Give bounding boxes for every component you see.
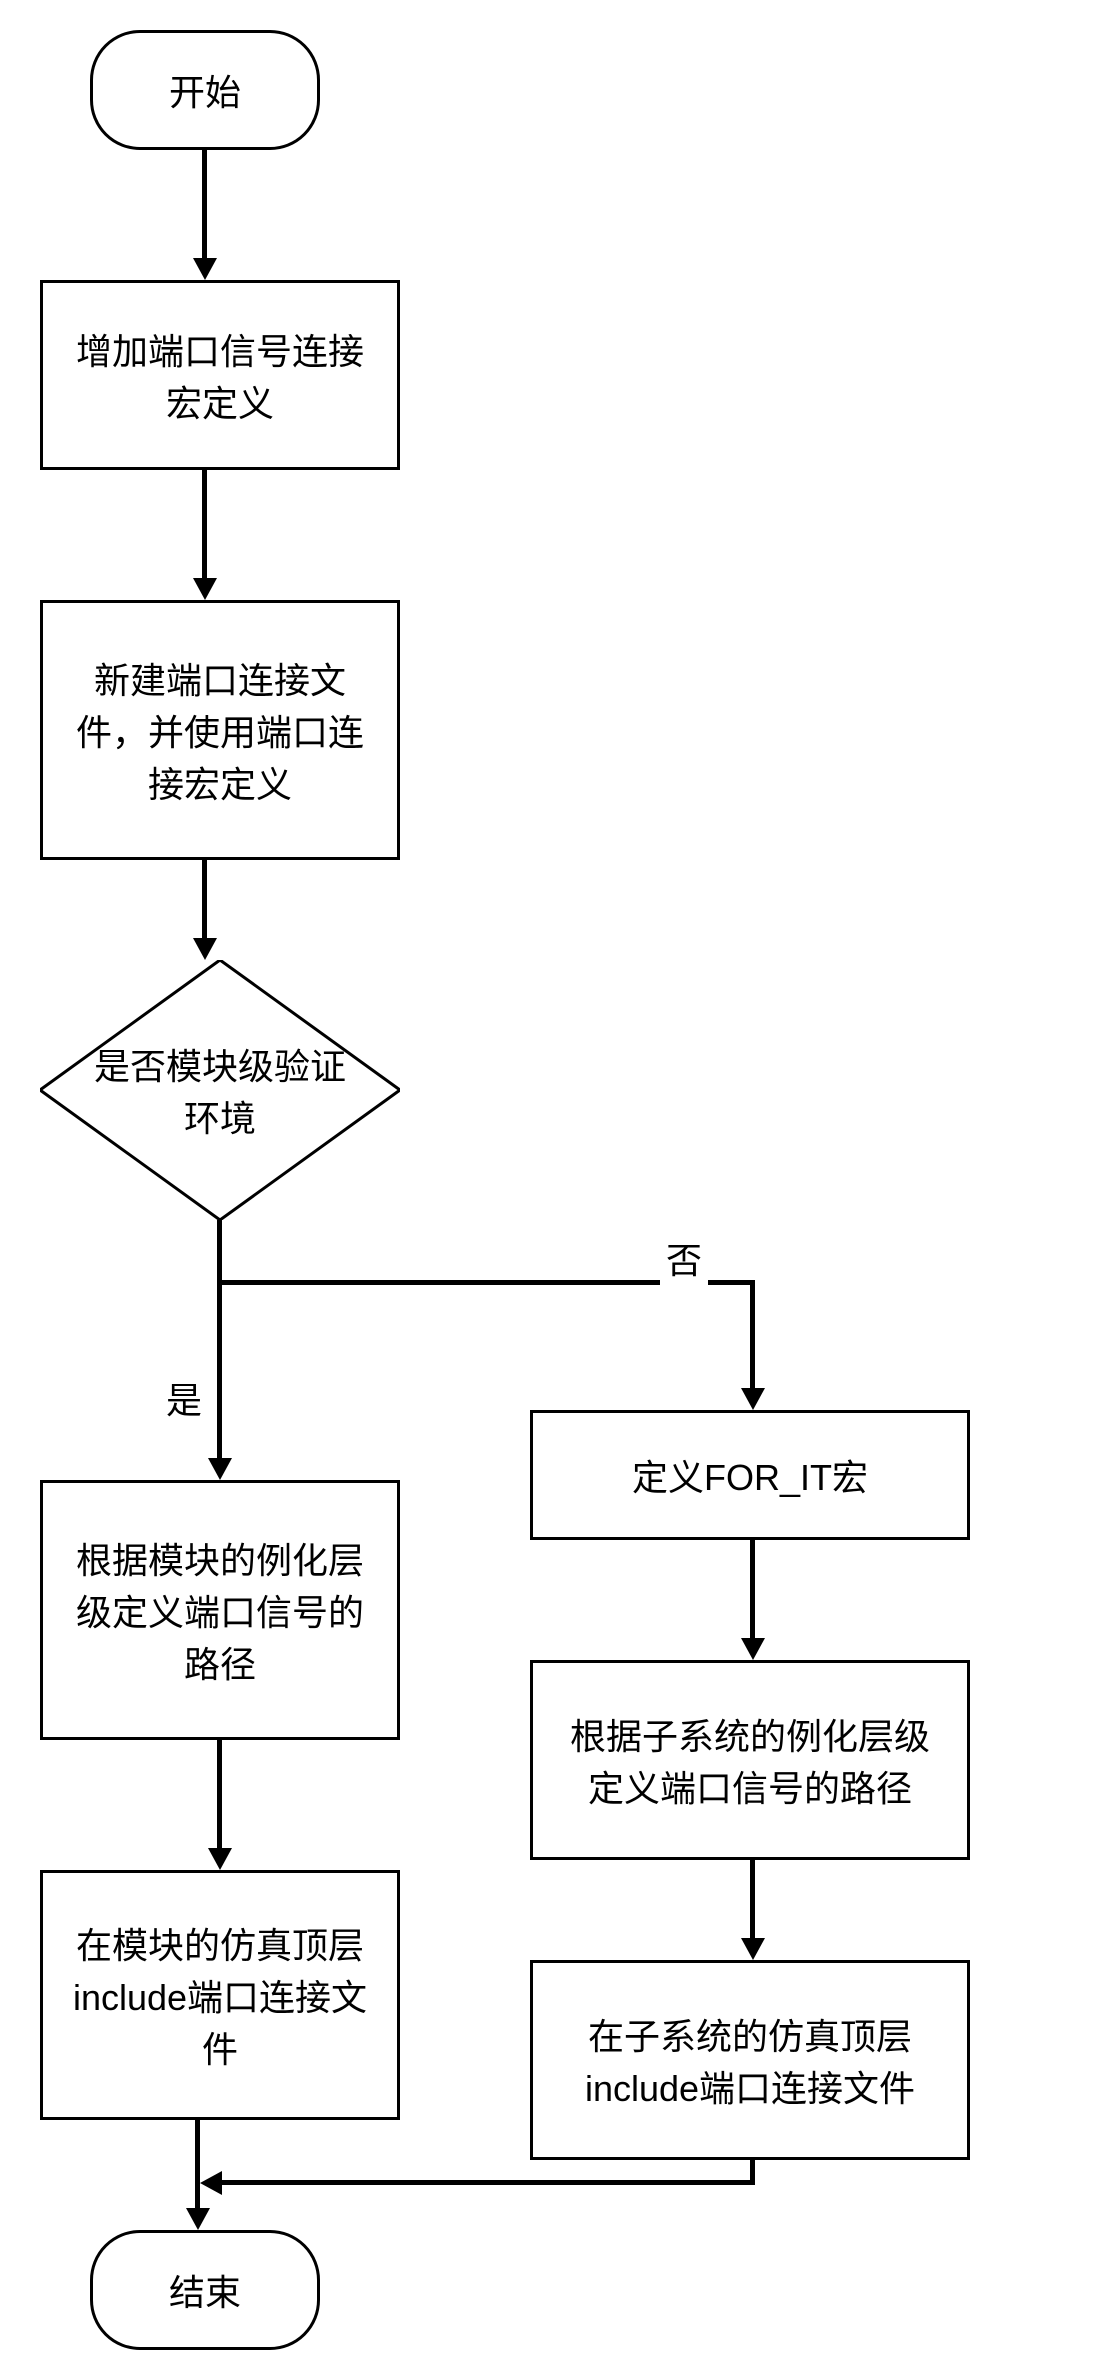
arrow-line [217,1220,222,1280]
process-module-path: 根据模块的例化层级定义端口信号的路径 [40,1480,400,1740]
arrow-line [222,2180,755,2185]
decision-module-env: 是否模块级验证环境 [40,960,400,1220]
process-new-file: 新建端口连接文件，并使用端口连接宏定义 [40,600,400,860]
arrow-line [202,470,207,578]
process-label: 根据子系统的例化层级定义端口信号的路径 [553,1708,947,1812]
arrow-head [208,1848,232,1870]
arrow-line [750,1280,755,1388]
process-define-for-it: 定义FOR_IT宏 [530,1410,970,1540]
arrow-head [208,1458,232,1480]
arrow-line [750,1860,755,1938]
arrow-head [200,2171,222,2195]
process-add-macro: 增加端口信号连接宏定义 [40,280,400,470]
arrow-head [193,578,217,600]
process-label: 在模块的仿真顶层include端口连接文件 [63,1917,377,2073]
arrow-line [217,1740,222,1848]
process-module-include: 在模块的仿真顶层include端口连接文件 [40,1870,400,2120]
process-subsystem-path: 根据子系统的例化层级定义端口信号的路径 [530,1660,970,1860]
arrow-line [202,150,207,258]
decision-label: 是否模块级验证环境 [90,1038,350,1142]
start-label: 开始 [169,64,241,116]
no-label: 否 [660,1230,708,1286]
process-subsystem-include: 在子系统的仿真顶层include端口连接文件 [530,1960,970,2160]
arrow-line [217,1280,222,1458]
arrow-head [741,1388,765,1410]
arrow-line [195,2120,200,2208]
process-label: 根据模块的例化层级定义端口信号的路径 [63,1532,377,1688]
yes-label: 是 [160,1370,208,1426]
arrow-line [202,860,207,938]
arrow-head [186,2208,210,2230]
end-node: 结束 [90,2230,320,2350]
process-label: 定义FOR_IT宏 [632,1449,868,1501]
process-label: 增加端口信号连接宏定义 [63,323,377,427]
arrow-head [741,1638,765,1660]
start-node: 开始 [90,30,320,150]
end-label: 结束 [169,2264,241,2316]
flowchart-container: 开始 增加端口信号连接宏定义 新建端口连接文件，并使用端口连接宏定义 是否模块级… [0,0,1097,2374]
arrow-head [741,1938,765,1960]
arrow-head [193,258,217,280]
process-label: 在子系统的仿真顶层include端口连接文件 [553,2008,947,2112]
arrow-line [750,1540,755,1638]
process-label: 新建端口连接文件，并使用端口连接宏定义 [63,652,377,808]
arrow-head [193,938,217,960]
